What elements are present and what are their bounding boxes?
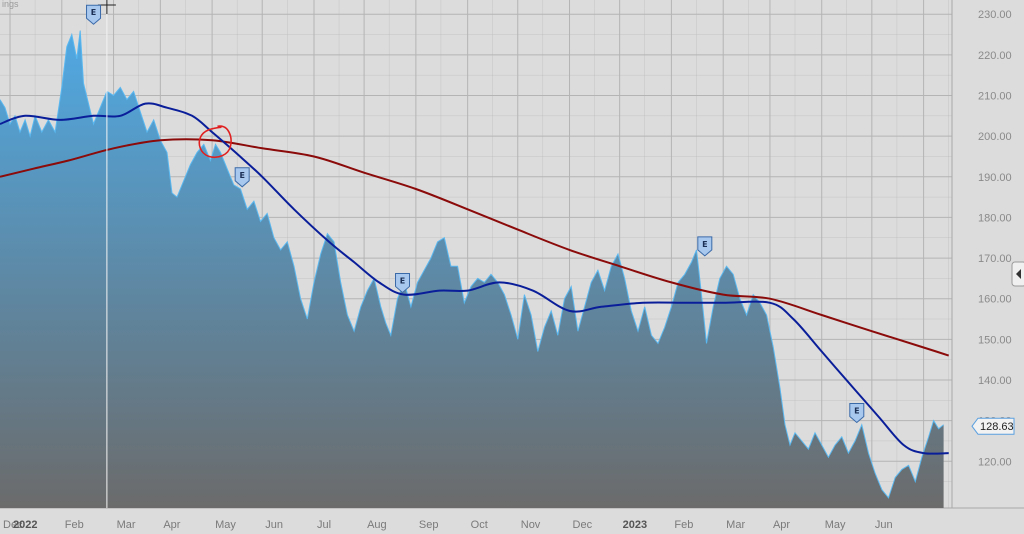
x-month-label: Feb: [65, 519, 84, 531]
x-month-label: Dec: [3, 519, 23, 531]
y-tick-label: 140.00: [978, 375, 1012, 387]
earnings-marker-label: E: [400, 276, 405, 285]
x-month-label: Mar: [726, 519, 745, 531]
side-panel-toggle[interactable]: [1011, 261, 1024, 287]
earnings-marker-shape: [849, 402, 865, 424]
x-month-label: Apr: [163, 519, 180, 531]
earnings-markers[interactable]: E E E E E: [86, 4, 865, 424]
earnings-marker[interactable]: E: [234, 167, 250, 188]
earnings-marker-label: E: [239, 171, 244, 180]
y-tick-label: 210.00: [978, 91, 1012, 103]
earnings-marker[interactable]: E: [86, 4, 102, 25]
x-month-label: Aug: [367, 519, 387, 531]
moving-average-long-line: [0, 138, 950, 357]
corner-label: ings: [2, 0, 19, 9]
earnings-marker-shape: [234, 167, 250, 188]
earnings-marker-shape: [86, 4, 102, 25]
x-month-label: May: [215, 519, 236, 531]
moving-average-short-line: [0, 102, 949, 455]
x-month-label: Dec: [573, 519, 593, 531]
last-price-tag: 128.63: [971, 417, 1015, 435]
earnings-marker[interactable]: E: [697, 236, 713, 257]
annotation-circle: [198, 125, 232, 159]
earnings-marker[interactable]: E: [395, 272, 411, 294]
earnings-marker-label: E: [854, 406, 859, 415]
y-tick-label: 180.00: [978, 212, 1012, 224]
x-month-label: Mar: [117, 519, 136, 531]
earnings-marker-label: E: [702, 240, 707, 249]
price-line: [0, 30, 944, 499]
x-month-label: Jun: [875, 519, 893, 531]
y-tick-label: 150.00: [978, 334, 1012, 346]
annotation-stroke: [198, 125, 232, 159]
y-tick-label: 120.00: [978, 456, 1012, 468]
x-year-label: 2022: [13, 519, 37, 531]
x-month-label: Sep: [419, 519, 439, 531]
earnings-marker[interactable]: E: [849, 402, 865, 424]
x-month-label: Feb: [674, 519, 693, 531]
earnings-marker-shape: [697, 236, 713, 257]
x-month-label: Apr: [773, 519, 790, 531]
y-tick-label: 190.00: [978, 172, 1012, 184]
x-month-label: Jul: [317, 519, 331, 531]
x-year-label: 2023: [623, 519, 647, 531]
x-month-label: Oct: [471, 519, 488, 531]
y-tick-label: 170.00: [978, 253, 1012, 265]
x-month-label: Jun: [265, 519, 283, 531]
last-price-value: 128.63: [980, 421, 1014, 433]
x-month-label: May: [825, 519, 846, 531]
price-area: [0, 30, 944, 508]
x-month-label: Nov: [521, 519, 541, 531]
y-tick-label: 160.00: [978, 294, 1012, 306]
y-tick-label: 200.00: [978, 131, 1012, 143]
chevron-left-icon: [1016, 269, 1021, 279]
earnings-marker-shape: [395, 272, 411, 294]
y-tick-label: 220.00: [978, 50, 1012, 62]
y-tick-label: 230.00: [978, 9, 1012, 21]
earnings-marker-label: E: [91, 8, 96, 17]
